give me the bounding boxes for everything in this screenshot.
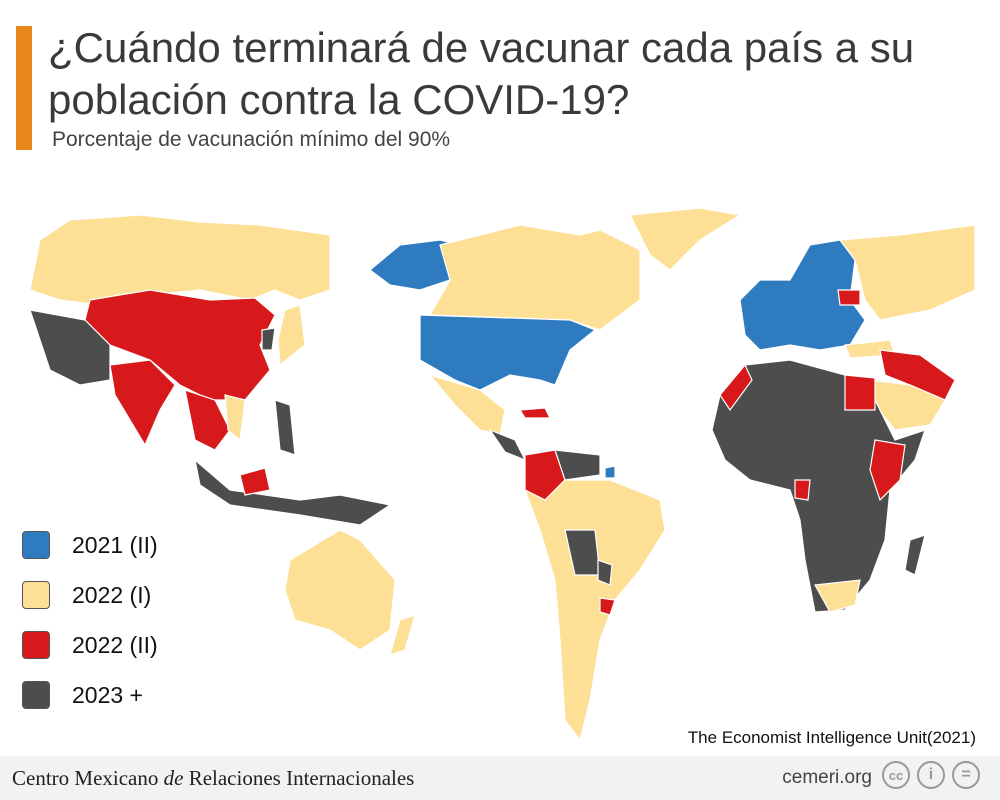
- page-title: ¿Cuándo terminará de vacunar cada país a…: [48, 24, 915, 123]
- region-gabon: [794, 479, 811, 501]
- region-southeast-asia: [184, 389, 231, 451]
- region-india: [109, 359, 176, 447]
- legend-item-2023: 2023 +: [22, 670, 158, 720]
- region-korea: [261, 327, 276, 351]
- region-caribbean: [518, 407, 551, 419]
- region-malaysia: [239, 467, 271, 496]
- source-credit: The Economist Intelligence Unit(2021): [687, 728, 976, 747]
- legend-label: 2021 (II): [72, 531, 158, 558]
- region-russia-west: [838, 224, 976, 321]
- region-morocco: [719, 363, 753, 412]
- legend-label: 2022 (II): [72, 631, 158, 658]
- legend-item-2022-ii: 2022 (II): [22, 620, 158, 670]
- legend-swatch: [22, 531, 50, 559]
- region-uruguay: [599, 597, 616, 616]
- attribution-icon: i: [917, 761, 945, 789]
- region-south-africa: [814, 579, 861, 613]
- accent-bar: [16, 26, 32, 150]
- no-derivatives-icon: =: [952, 761, 980, 789]
- region-canada: [428, 224, 641, 331]
- world-map: [29, 207, 976, 742]
- region-russia-east: [29, 214, 331, 306]
- region-central-asia: [29, 309, 111, 386]
- region-venezuela: [554, 449, 601, 481]
- region-japan: [277, 304, 306, 367]
- legend-swatch: [22, 631, 50, 659]
- region-usa: [419, 314, 597, 391]
- region-greenland: [629, 207, 742, 271]
- organization-name: Centro Mexicano de Relaciones Internacio…: [12, 766, 415, 790]
- footer: Centro Mexicano de Relaciones Internacio…: [0, 756, 1000, 800]
- region-indonesia: [194, 458, 392, 526]
- region-china: [84, 289, 276, 401]
- region-guiana: [604, 465, 616, 479]
- region-philippines: [274, 399, 296, 456]
- legend-swatch: [22, 581, 50, 609]
- legend-label: 2022 (I): [72, 581, 152, 608]
- legend-swatch: [22, 681, 50, 709]
- site-link[interactable]: cemeri.org: [782, 767, 872, 788]
- region-madagascar: [904, 534, 926, 576]
- region-indochina: [224, 394, 246, 442]
- legend: 2021 (II) 2022 (I) 2022 (II) 2023 +: [22, 520, 158, 720]
- region-paraguay: [597, 559, 613, 586]
- region-new-zealand: [389, 614, 416, 656]
- region-ethiopia: [869, 439, 906, 502]
- legend-item-2021-ii: 2021 (II): [22, 520, 158, 570]
- legend-label: 2023 +: [72, 681, 143, 708]
- legend-item-2022-i: 2022 (I): [22, 570, 158, 620]
- region-central-america: [488, 428, 527, 462]
- region-europe: [739, 239, 866, 351]
- region-australia: [284, 529, 396, 651]
- subtitle: Porcentaje de vacunación mínimo del 90%: [52, 128, 451, 151]
- cc-icon: cc: [882, 761, 910, 789]
- region-belarus-ukraine: [837, 289, 861, 306]
- region-south-america: [523, 479, 666, 742]
- region-egypt: [844, 374, 876, 411]
